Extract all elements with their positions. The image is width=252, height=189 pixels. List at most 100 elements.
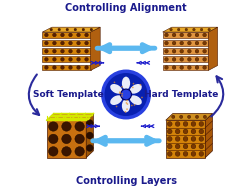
Circle shape bbox=[179, 115, 183, 119]
Circle shape bbox=[172, 66, 176, 69]
Circle shape bbox=[116, 106, 117, 107]
Circle shape bbox=[183, 129, 188, 134]
Circle shape bbox=[119, 91, 121, 93]
Circle shape bbox=[183, 144, 188, 149]
Polygon shape bbox=[166, 113, 212, 120]
Circle shape bbox=[45, 33, 48, 37]
Circle shape bbox=[77, 57, 80, 61]
Circle shape bbox=[75, 134, 84, 144]
Circle shape bbox=[121, 86, 123, 88]
Circle shape bbox=[85, 66, 88, 69]
Circle shape bbox=[66, 28, 69, 31]
Circle shape bbox=[85, 57, 88, 61]
Circle shape bbox=[53, 41, 56, 45]
Circle shape bbox=[180, 57, 184, 61]
Ellipse shape bbox=[130, 95, 142, 105]
Circle shape bbox=[203, 41, 206, 45]
Circle shape bbox=[50, 28, 52, 31]
Circle shape bbox=[199, 129, 204, 134]
Circle shape bbox=[175, 129, 180, 134]
Circle shape bbox=[167, 129, 172, 134]
Circle shape bbox=[62, 134, 71, 144]
Circle shape bbox=[124, 111, 126, 113]
Circle shape bbox=[75, 147, 84, 156]
Circle shape bbox=[195, 66, 199, 69]
Polygon shape bbox=[42, 27, 100, 32]
Circle shape bbox=[60, 33, 64, 37]
Circle shape bbox=[203, 57, 206, 61]
Circle shape bbox=[53, 49, 56, 53]
Circle shape bbox=[175, 151, 180, 156]
Circle shape bbox=[45, 41, 48, 45]
Circle shape bbox=[177, 28, 180, 31]
Polygon shape bbox=[42, 48, 90, 54]
Circle shape bbox=[49, 147, 58, 156]
Circle shape bbox=[75, 122, 84, 131]
Polygon shape bbox=[163, 48, 208, 54]
Circle shape bbox=[203, 49, 206, 53]
Circle shape bbox=[187, 33, 191, 37]
Polygon shape bbox=[208, 27, 217, 70]
Circle shape bbox=[86, 132, 93, 139]
Circle shape bbox=[134, 104, 135, 106]
Circle shape bbox=[203, 66, 206, 69]
Circle shape bbox=[60, 66, 64, 69]
Text: Hard Template: Hard Template bbox=[144, 90, 218, 99]
Circle shape bbox=[165, 57, 168, 61]
Text: Controlling Layers: Controlling Layers bbox=[76, 176, 176, 186]
Text: Controlling Alignment: Controlling Alignment bbox=[65, 3, 187, 13]
Circle shape bbox=[103, 71, 149, 118]
Circle shape bbox=[60, 57, 64, 61]
Circle shape bbox=[203, 115, 207, 119]
Circle shape bbox=[77, 41, 80, 45]
Circle shape bbox=[119, 92, 121, 94]
Ellipse shape bbox=[130, 84, 142, 94]
Circle shape bbox=[62, 122, 71, 131]
Circle shape bbox=[165, 49, 168, 53]
Circle shape bbox=[53, 33, 56, 37]
Circle shape bbox=[131, 105, 133, 106]
Circle shape bbox=[85, 41, 88, 45]
Circle shape bbox=[121, 95, 123, 97]
Circle shape bbox=[60, 41, 64, 45]
Polygon shape bbox=[163, 40, 208, 46]
Ellipse shape bbox=[122, 77, 130, 90]
Circle shape bbox=[167, 122, 172, 126]
Circle shape bbox=[165, 66, 168, 69]
Circle shape bbox=[69, 33, 72, 37]
Circle shape bbox=[199, 144, 204, 149]
Circle shape bbox=[49, 134, 58, 144]
Polygon shape bbox=[163, 57, 208, 62]
Circle shape bbox=[45, 57, 48, 61]
Text: Soft Template: Soft Template bbox=[33, 90, 104, 99]
Circle shape bbox=[82, 28, 85, 31]
Circle shape bbox=[175, 136, 180, 141]
Circle shape bbox=[140, 84, 141, 86]
Circle shape bbox=[187, 57, 191, 61]
Circle shape bbox=[126, 108, 128, 110]
Circle shape bbox=[187, 66, 191, 69]
Circle shape bbox=[77, 33, 80, 37]
Circle shape bbox=[187, 49, 191, 53]
Circle shape bbox=[195, 57, 199, 61]
Circle shape bbox=[167, 144, 172, 149]
Circle shape bbox=[172, 57, 176, 61]
Circle shape bbox=[195, 41, 199, 45]
Circle shape bbox=[69, 57, 72, 61]
Circle shape bbox=[187, 115, 191, 119]
Circle shape bbox=[199, 122, 204, 126]
Circle shape bbox=[86, 120, 93, 127]
Circle shape bbox=[200, 28, 203, 31]
Circle shape bbox=[45, 49, 48, 53]
Circle shape bbox=[167, 151, 172, 156]
Polygon shape bbox=[205, 113, 212, 158]
Ellipse shape bbox=[110, 95, 122, 105]
Circle shape bbox=[85, 33, 88, 37]
Circle shape bbox=[183, 122, 188, 126]
Circle shape bbox=[60, 49, 64, 53]
Circle shape bbox=[175, 122, 180, 126]
Ellipse shape bbox=[122, 99, 130, 112]
Polygon shape bbox=[42, 32, 90, 38]
Circle shape bbox=[167, 136, 172, 141]
Circle shape bbox=[191, 129, 196, 134]
